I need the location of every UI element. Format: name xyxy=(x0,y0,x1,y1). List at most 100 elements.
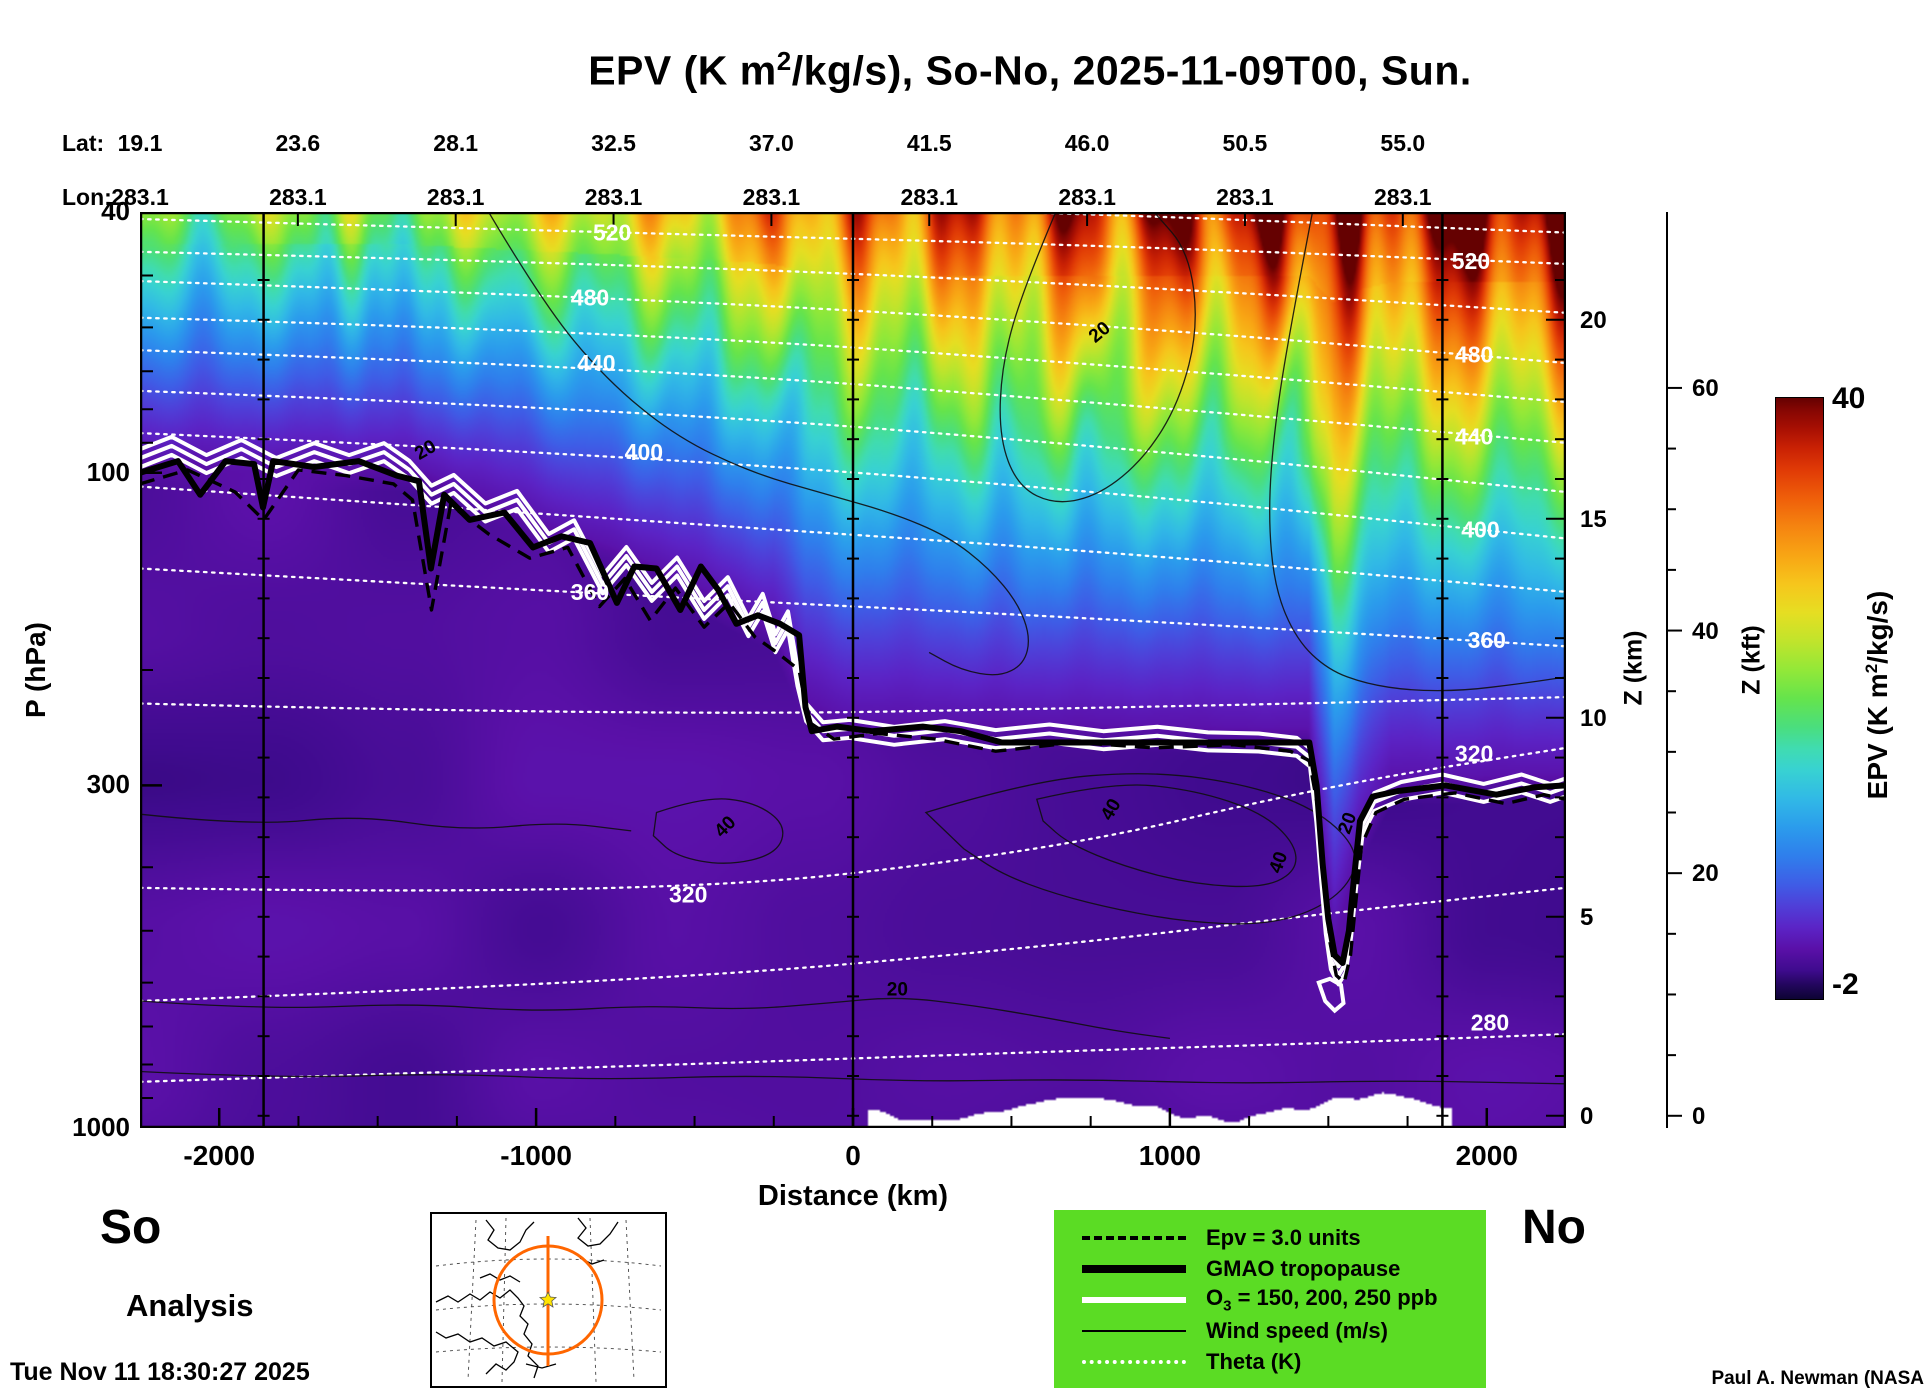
theta-contour-520 xyxy=(140,217,1566,266)
theta-label: 400 xyxy=(625,439,663,465)
z-km-tick-label: 5 xyxy=(1580,903,1594,931)
legend-label: GMAO tropopause xyxy=(1206,1255,1401,1281)
lat-tick-label: 46.0 xyxy=(1064,130,1110,156)
theta-label: 400 xyxy=(1461,516,1499,542)
z-km-tick-label: 15 xyxy=(1580,505,1607,533)
lon-tick-label: 283.1 xyxy=(1058,184,1116,210)
legend-line-sample-thick-black xyxy=(1082,1264,1186,1273)
theta-label: 520 xyxy=(593,220,631,246)
colorbar-max-label: 40 xyxy=(1832,382,1866,415)
lon-tick-label: 283.1 xyxy=(426,184,485,210)
gmao-tropopause-line xyxy=(140,458,1566,966)
legend-label: O3 = 150, 200, 250 ppb xyxy=(1206,1284,1438,1315)
lat-tick-label: 23.6 xyxy=(275,130,321,156)
title-pre: EPV (K m xyxy=(588,47,777,94)
lat-tick-label: 50.5 xyxy=(1222,130,1268,156)
wind-speed-label: 20 xyxy=(411,436,440,465)
lat-tick-label: 28.1 xyxy=(433,130,479,156)
south-endpoint-label: So xyxy=(100,1201,162,1254)
legend-label: Theta (K) xyxy=(1206,1348,1302,1374)
pressure-tick-label: 300 xyxy=(86,769,130,800)
pressure-tick-label: 100 xyxy=(86,456,130,487)
legend-item-4: Theta (K) xyxy=(1054,1346,1486,1377)
legend-line-sample-thin-black xyxy=(1082,1329,1186,1332)
map-inset xyxy=(430,1212,667,1388)
colorbar-label-pre: EPV (K m xyxy=(1862,673,1894,800)
colorbar-axis-label: EPV (K m2/kg/s) xyxy=(1862,591,1894,800)
theta-contour-380 xyxy=(140,485,1566,594)
theta-label: 440 xyxy=(1455,423,1493,449)
wind-speed-label: 20 xyxy=(887,980,908,1001)
legend-item-3: Wind speed (m/s) xyxy=(1054,1315,1486,1346)
contour-overlay: 2020202040404052048044040036032052048044… xyxy=(140,212,1566,1128)
theta-contour-340 xyxy=(140,695,1566,714)
colorbar-label-sup: 2 xyxy=(1861,663,1881,674)
wind-speed-label: 20 xyxy=(1085,318,1115,348)
lat-tick-label: 19.1 xyxy=(117,130,163,156)
z-kft-tick-label: 0 xyxy=(1692,1102,1706,1130)
theta-contour-540 xyxy=(972,212,1566,234)
theta-contour-300 xyxy=(140,886,1566,1003)
wind-speed-label: 40 xyxy=(1097,795,1126,824)
legend-item-2: O3 = 150, 200, 250 ppb xyxy=(1054,1284,1486,1315)
theta-contour-480 xyxy=(140,279,1566,365)
wind-speed-label: 40 xyxy=(1265,849,1292,876)
z-kft-tick-label: 40 xyxy=(1692,617,1719,645)
epv3-contour xyxy=(140,468,1566,985)
wind-speed-contour-5 xyxy=(1035,784,1297,888)
lat-tick-label: 41.5 xyxy=(906,130,952,156)
pressure-axis-label: P (hPa) xyxy=(20,622,51,718)
lon-tick-label: 283.1 xyxy=(269,184,327,210)
title-post: /kg/s), So-No, 2025-11-09T00, Sun. xyxy=(791,47,1472,94)
ozone-contour-2 xyxy=(140,452,1566,987)
wind-speed-contour-7 xyxy=(140,813,632,832)
legend-line-sample-dashed-black xyxy=(1082,1235,1186,1240)
legend-line-sample-thick-white xyxy=(1082,1296,1186,1303)
distance-axis-label: Distance (km) xyxy=(757,1180,949,1212)
pressure-tick-label: 1000 xyxy=(72,1112,130,1142)
legend-label: Wind speed (m/s) xyxy=(1206,1317,1388,1343)
lon-tick-label: 283.1 xyxy=(742,184,801,210)
timestamp: Tue Nov 11 18:30:27 2025 xyxy=(10,1358,310,1386)
z-kft-axis xyxy=(1666,212,1682,1128)
theta-label: 360 xyxy=(1468,627,1506,653)
wind-speed-contour-8 xyxy=(140,1070,1566,1085)
theta-contour-440 xyxy=(140,349,1566,444)
distance-tick-label: 2000 xyxy=(1455,1140,1518,1171)
distance-tick-label: -2000 xyxy=(183,1140,256,1171)
credit-text: Paul A. Newman (NASA xyxy=(1711,1368,1924,1389)
theta-contour-360 xyxy=(140,567,1566,648)
lon-tick-label: 283.1 xyxy=(584,184,643,210)
theta-contour-320 xyxy=(140,746,1566,892)
z-kft-tick-label: 20 xyxy=(1692,860,1719,888)
analysis-label: Analysis xyxy=(126,1288,254,1323)
wind-speed-contour-6 xyxy=(924,773,1356,925)
map-center-star-icon xyxy=(539,1291,557,1308)
z-km-tick-label: 10 xyxy=(1580,704,1607,732)
theta-label: 440 xyxy=(577,350,615,376)
legend-item-1: GMAO tropopause xyxy=(1054,1253,1486,1284)
theta-label: 520 xyxy=(1452,248,1490,274)
theta-label: 480 xyxy=(1455,342,1493,368)
theta-label: 480 xyxy=(571,284,609,310)
lon-tick-label: 283.1 xyxy=(1374,184,1432,210)
north-endpoint-label: No xyxy=(1522,1201,1586,1254)
z-kft-axis-label: Z (kft) xyxy=(1737,625,1766,695)
theta-contour-460 xyxy=(140,316,1566,404)
legend-label: Epv = 3.0 units xyxy=(1206,1224,1361,1250)
pressure-tick-label: 40 xyxy=(101,196,130,226)
theta-label: 320 xyxy=(669,881,707,907)
colorbar-label-post: /kg/s) xyxy=(1862,590,1894,664)
z-km-tick-label: 20 xyxy=(1580,306,1607,334)
lat-tick-label: 37.0 xyxy=(749,130,794,156)
lon-tick-label: 283.1 xyxy=(111,184,169,210)
distance-tick-label: -1000 xyxy=(500,1140,572,1171)
theta-label: 360 xyxy=(571,579,609,605)
legend-item-0: Epv = 3.0 units xyxy=(1054,1222,1486,1253)
distance-tick-label: 1000 xyxy=(1138,1140,1202,1171)
theta-contour-420 xyxy=(140,389,1566,494)
wind-speed-contour-0 xyxy=(488,212,1029,676)
wind-speed-contour-1 xyxy=(999,212,1196,503)
wind-speed-contour-3 xyxy=(140,997,1170,1040)
